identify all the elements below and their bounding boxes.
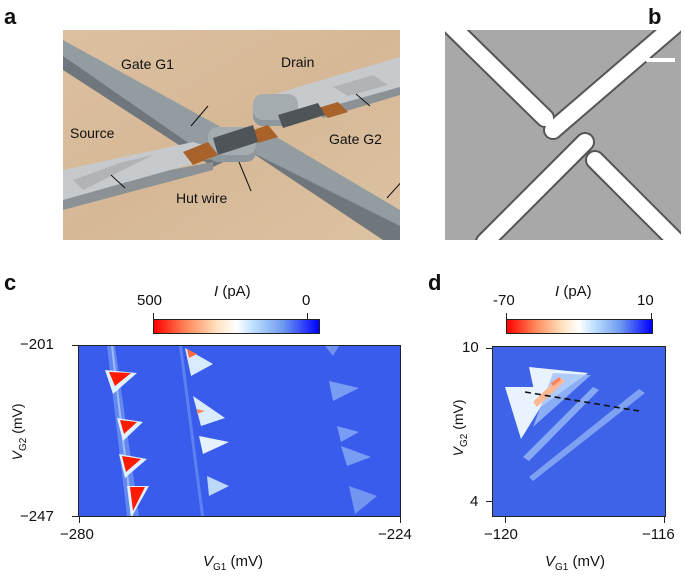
colorbar-title-unit: (pA) bbox=[559, 283, 592, 300]
ytick-top-c bbox=[72, 345, 78, 346]
colorbar-tick-right-d bbox=[651, 313, 652, 319]
panel-label-d: d bbox=[428, 270, 442, 295]
sem-micrograph bbox=[445, 30, 681, 240]
annotation-hut-wire: Hut wire bbox=[176, 190, 228, 206]
yaxis-label-sub: G2 bbox=[17, 437, 29, 452]
colorbar-title-symbol: I bbox=[555, 283, 560, 300]
colorbar-tick-left-d bbox=[506, 313, 507, 319]
annotation-source: Source bbox=[70, 125, 115, 141]
colorbar-title-d: I (pA) bbox=[555, 284, 592, 300]
xtick-label-left-d: −120 bbox=[484, 526, 518, 543]
colorbar-title-unit: (pA) bbox=[218, 283, 251, 300]
colorbar-c bbox=[153, 319, 320, 334]
scale-bar bbox=[646, 58, 675, 62]
colorbar-title-c: I (pA) bbox=[214, 284, 251, 300]
annotation-gate-g2: Gate G2 bbox=[329, 131, 382, 147]
panel-label-c: c bbox=[4, 270, 17, 295]
xtick-left-c bbox=[79, 517, 80, 523]
colorbar-right-tick-c: 0 bbox=[302, 292, 311, 309]
annotation-gate-g1: Gate G1 bbox=[121, 56, 174, 72]
colorbar-title-symbol: I bbox=[214, 283, 219, 300]
yaxis-label-symbol: V bbox=[450, 447, 467, 457]
xaxis-label-symbol: V bbox=[545, 553, 556, 570]
heatmap-c-plot bbox=[79, 346, 400, 516]
annotation-drain: Drain bbox=[281, 54, 315, 70]
colorbar-d bbox=[506, 319, 653, 334]
xtick-right-d bbox=[664, 517, 665, 523]
xtick-right-c bbox=[400, 517, 401, 523]
xaxis-label-unit: (mV) bbox=[568, 553, 606, 570]
ytick-label-top-c: −201 bbox=[20, 336, 54, 353]
colorbar-tick-left-c bbox=[153, 313, 154, 319]
heatmap-d bbox=[492, 346, 666, 517]
yaxis-label-d: VG2 (mV) bbox=[450, 386, 470, 470]
ytick-label-bottom-d: 4 bbox=[470, 493, 479, 510]
xtick-label-right-c: −224 bbox=[378, 526, 412, 543]
heatmap-d-plot bbox=[493, 347, 665, 516]
panel-label-a: a bbox=[4, 4, 17, 29]
schematic-drawing bbox=[63, 30, 400, 240]
yaxis-label-unit: (mV) bbox=[9, 403, 26, 438]
ytick-top-d bbox=[486, 348, 492, 349]
panel-label-b: b bbox=[648, 4, 662, 29]
device-schematic: Gate G1 Drain Source Gate G2 Hut wire bbox=[63, 30, 400, 240]
yaxis-label-sub: G2 bbox=[458, 433, 470, 448]
xaxis-label-d: VG1 (mV) bbox=[545, 554, 605, 576]
xaxis-label-sub: G1 bbox=[555, 562, 569, 573]
colorbar-left-tick-c: 500 bbox=[137, 292, 163, 309]
ytick-label-bottom-c: −247 bbox=[20, 508, 54, 525]
heatmap-c bbox=[78, 345, 401, 517]
colorbar-left-tick-d: -70 bbox=[493, 292, 515, 309]
xaxis-label-c: VG1 (mV) bbox=[203, 554, 263, 576]
ytick-bottom-d bbox=[486, 501, 492, 502]
xtick-label-right-d: −116 bbox=[642, 526, 675, 543]
yaxis-label-unit: (mV) bbox=[450, 399, 467, 434]
ytick-label-top-d: 10 bbox=[462, 339, 479, 356]
colorbar-tick-right-c bbox=[307, 313, 308, 319]
ytick-bottom-c bbox=[72, 516, 78, 517]
xaxis-label-sub: G1 bbox=[213, 562, 227, 573]
xaxis-label-unit: (mV) bbox=[226, 553, 264, 570]
xtick-left-d bbox=[505, 517, 506, 523]
xtick-label-left-c: −280 bbox=[60, 526, 94, 543]
yaxis-label-c: VG2 (mV) bbox=[9, 390, 29, 474]
yaxis-label-symbol: V bbox=[9, 451, 26, 461]
xaxis-label-symbol: V bbox=[203, 553, 214, 570]
colorbar-right-tick-d: 10 bbox=[637, 292, 654, 309]
sem-image bbox=[445, 30, 681, 240]
